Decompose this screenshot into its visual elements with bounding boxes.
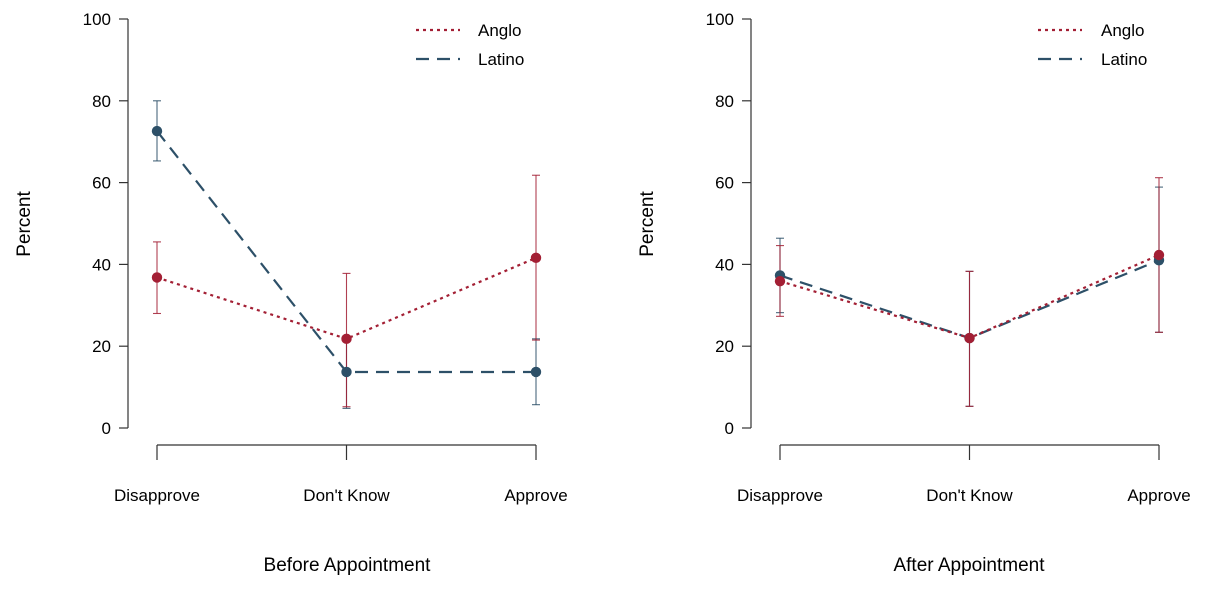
data-point-anglo [964,332,975,344]
y-tick-label: 20 [715,337,734,356]
data-point-latino [151,125,163,137]
x-category-label: Approve [1127,486,1190,505]
panel-after-appointment: 0 20 40 60 80 100 Disapprove Don't Know Approve A… [637,10,1191,576]
panel-before-appointment: 0 20 40 60 80 100 Disapprove Don't Know Approve B… [14,10,568,576]
data-point-anglo [151,272,163,283]
x-axis-title: Before Appointment [264,555,432,576]
series-line-anglo [156,256,537,341]
x-category-label: Approve [504,486,567,505]
y-tick-label: 100 [706,10,734,29]
data-point-latino [530,366,542,378]
y-tick-label: 60 [715,174,734,193]
y-tick-label: 60 [92,174,111,193]
data-point-anglo [774,275,786,287]
data-point-anglo [1153,249,1165,261]
data-point-anglo [530,252,542,264]
y-tick-label: 80 [715,92,734,111]
y-tick-label: 0 [725,419,734,438]
legend-label-latino: Latino [1101,50,1147,69]
x-category-label: Don't Know [303,486,390,505]
y-tick-label: 40 [715,255,734,274]
y-tick-label: 40 [92,255,111,274]
y-axis-title: Percent [14,191,35,257]
x-category-label: Don't Know [926,486,1013,505]
data-point-latino [341,366,352,378]
x-category-label: Disapprove [114,486,200,505]
x-category-label: Disapprove [737,486,823,505]
x-axis-title: After Appointment [893,555,1045,576]
legend-label-anglo: Anglo [1101,21,1144,40]
y-axis-title: Percent [637,191,658,257]
data-point-anglo [341,333,352,345]
legend-label-latino: Latino [478,50,524,69]
y-tick-label: 80 [92,92,111,111]
legend-label-anglo: Anglo [478,21,521,40]
y-tick-label: 0 [102,419,111,438]
y-tick-label: 100 [83,10,111,29]
y-tick-label: 20 [92,337,111,356]
